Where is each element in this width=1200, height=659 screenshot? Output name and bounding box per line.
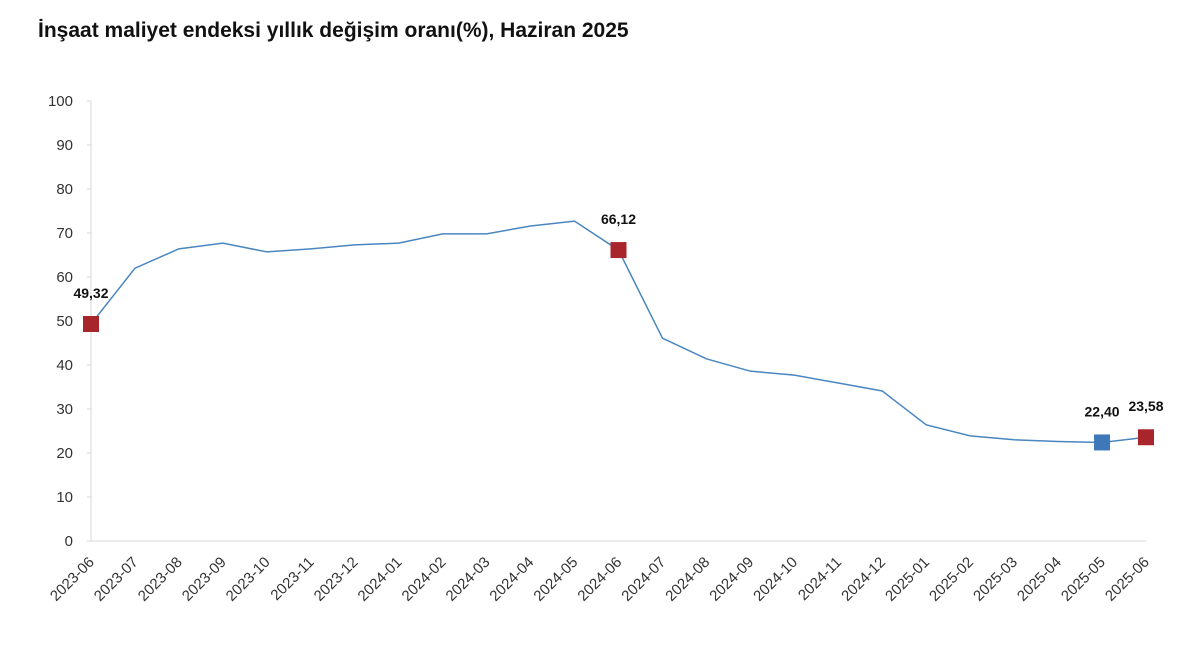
x-tick-label: 2025-04 xyxy=(1014,554,1065,605)
y-tick-label: 40 xyxy=(56,357,73,374)
y-tick-label: 50 xyxy=(56,313,73,330)
x-tick-label: 2023-07 xyxy=(91,554,142,605)
x-tick-label: 2024-01 xyxy=(355,554,406,605)
marker xyxy=(610,242,627,259)
x-tick-label: 2024-06 xyxy=(574,554,625,605)
data-label: 23,58 xyxy=(1128,398,1163,414)
y-tick-label: 60 xyxy=(56,269,73,286)
x-tick-label: 2024-09 xyxy=(706,554,757,605)
y-tick-label: 90 xyxy=(56,137,73,154)
y-tick-label: 30 xyxy=(56,401,73,418)
x-tick-label: 2024-03 xyxy=(442,554,493,605)
data-label: 22,40 xyxy=(1085,403,1120,419)
x-tick-label: 2024-08 xyxy=(662,554,713,605)
x-tick-label: 2023-09 xyxy=(179,554,230,605)
x-tick-label: 2025-01 xyxy=(882,554,933,605)
chart-title: İnşaat maliyet endeksi yıllık değişim or… xyxy=(38,19,629,42)
x-tick-label: 2023-06 xyxy=(47,554,98,605)
data-label: 66,12 xyxy=(601,211,636,227)
x-tick-label: 2023-11 xyxy=(267,554,317,604)
x-tick-label: 2025-06 xyxy=(1102,554,1153,605)
x-tick-label: 2023-12 xyxy=(311,554,362,605)
x-tick-label: 2025-03 xyxy=(970,554,1021,605)
x-tick-label: 2024-02 xyxy=(399,554,450,605)
y-tick-label: 70 xyxy=(56,225,73,242)
marker xyxy=(1138,429,1154,446)
y-tick-label: 10 xyxy=(56,489,73,506)
x-tick-label: 2024-07 xyxy=(618,554,669,605)
marker xyxy=(83,315,99,332)
x-tick-label: 2025-02 xyxy=(926,554,977,605)
x-tick-label: 2024-12 xyxy=(838,554,889,605)
y-tick-label: 20 xyxy=(56,445,73,462)
x-tick-label: 2024-05 xyxy=(530,554,581,605)
y-tick-label: 100 xyxy=(48,93,73,110)
x-tick-label: 2024-11 xyxy=(795,554,845,604)
data-label: 49,32 xyxy=(73,285,108,301)
x-tick-label: 2023-08 xyxy=(135,554,186,605)
marker xyxy=(1094,434,1111,451)
x-tick-label: 2023-10 xyxy=(223,554,274,605)
x-tick-label: 2025-05 xyxy=(1058,554,1109,605)
x-tick-label: 2024-04 xyxy=(486,554,537,605)
y-tick-label: 0 xyxy=(65,533,73,550)
y-tick-label: 80 xyxy=(56,181,73,198)
x-tick-label: 2024-10 xyxy=(750,554,801,605)
